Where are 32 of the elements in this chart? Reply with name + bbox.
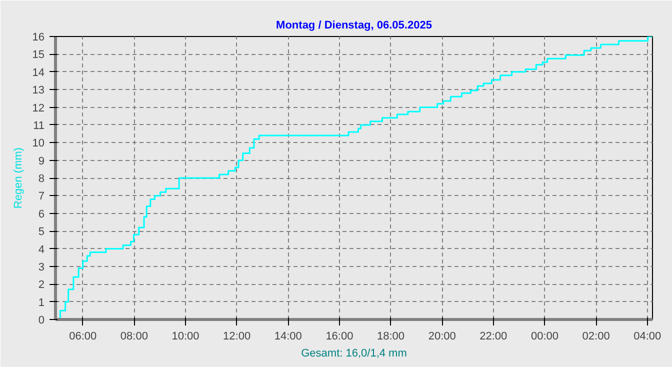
y-tick-label: 7 xyxy=(38,190,45,203)
y-tick-label: 10 xyxy=(32,138,45,150)
y-tick-label: 15 xyxy=(32,49,45,62)
x-tick-label: 08:00 xyxy=(120,330,148,342)
y-tick-label: 0 xyxy=(38,314,45,326)
y-tick-label: 13 xyxy=(32,84,45,97)
y-tick-label: 14 xyxy=(32,66,45,79)
x-tick-label: 02:00 xyxy=(582,330,610,342)
x-tick-label: 14:00 xyxy=(274,330,302,342)
y-tick-label: 12 xyxy=(32,102,45,114)
y-tick-label: 8 xyxy=(38,173,45,185)
x-tick-label: 22:00 xyxy=(480,330,508,342)
x-tick-label: 20:00 xyxy=(428,330,456,342)
x-tick-label: 12:00 xyxy=(223,330,251,342)
y-tick-label: 16 xyxy=(32,32,45,44)
y-tick-label: 9 xyxy=(38,155,45,168)
x-tick-label: 06:00 xyxy=(69,330,97,342)
y-tick-label: 11 xyxy=(33,120,45,132)
x-tick-label: 10:00 xyxy=(172,330,200,342)
y-tick-label: 3 xyxy=(38,261,45,274)
x-tick-label: 00:00 xyxy=(530,330,558,342)
x-axis-title: Gesamt: 16,0/1,4 mm xyxy=(301,348,407,360)
y-tick-label: 2 xyxy=(38,279,45,292)
y-tick-label: 4 xyxy=(38,244,45,256)
y-tick-label: 5 xyxy=(38,226,45,238)
x-tick-label: 16:00 xyxy=(326,330,354,342)
y-tick-label: 6 xyxy=(38,208,45,220)
x-tick-label: 18:00 xyxy=(377,330,405,342)
y-tick-label: 1 xyxy=(38,296,45,309)
y-axis-title: Regen (mm) xyxy=(12,147,24,209)
chart-title: Montag / Dienstag, 06.05.2025 xyxy=(276,20,432,32)
x-tick-label: 04:00 xyxy=(634,330,662,342)
